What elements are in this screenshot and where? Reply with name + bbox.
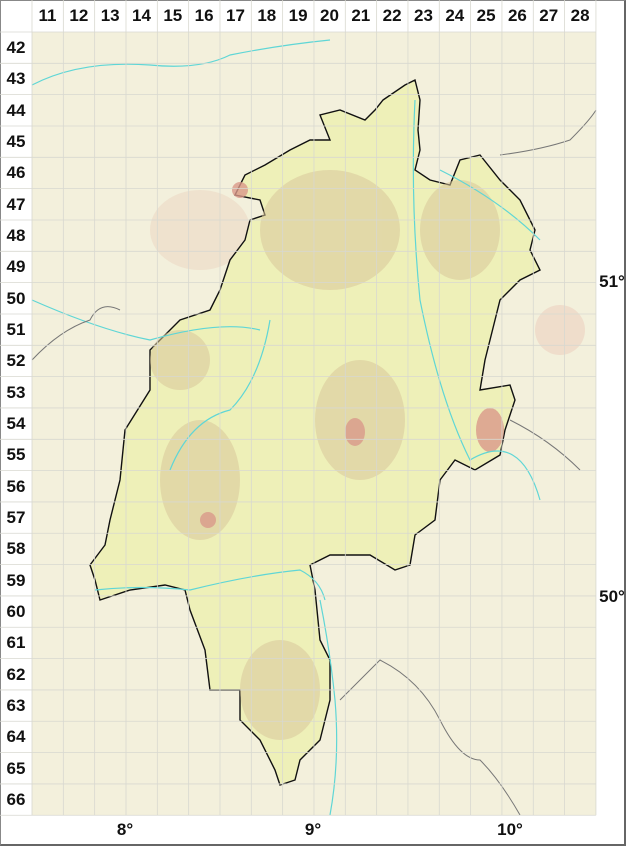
column-label: 24	[445, 6, 465, 25]
column-label: 16	[194, 6, 214, 25]
row-label: 61	[6, 633, 26, 653]
row-label: 45	[6, 131, 26, 151]
longitude-label: 8°	[116, 820, 134, 839]
row-label: 48	[6, 225, 26, 245]
column-label: 14	[132, 6, 151, 25]
row-label: 58	[6, 539, 26, 559]
row-label: 63	[6, 695, 26, 715]
column-label: 23	[413, 6, 433, 25]
row-label: 46	[6, 163, 26, 183]
row-label: 56	[6, 476, 26, 496]
longitude-label: 9°	[304, 820, 322, 839]
column-label: 26	[507, 6, 527, 25]
row-label: 60	[6, 601, 26, 621]
row-label: 57	[6, 507, 26, 527]
row-label: 43	[6, 69, 26, 89]
column-label: 22	[382, 6, 402, 25]
row-label: 62	[6, 664, 26, 684]
column-label: 28	[570, 6, 590, 25]
row-label: 66	[6, 789, 26, 809]
column-label: 21	[351, 6, 371, 25]
row-label: 64	[6, 727, 26, 747]
row-label: 53	[6, 382, 26, 402]
latitude-label: 50°	[599, 587, 625, 606]
rivers	[31, 39, 541, 816]
row-label: 49	[6, 257, 26, 277]
terrain-relief	[150, 190, 585, 355]
column-label: 17	[226, 6, 245, 25]
row-label: 51	[6, 319, 26, 339]
row-label: 52	[6, 351, 26, 371]
column-label: 11	[38, 6, 57, 25]
row-label: 50	[6, 288, 26, 308]
row-label: 59	[6, 570, 26, 590]
grid-lines	[0, 0, 597, 816]
column-label: 18	[257, 6, 277, 25]
row-label: 65	[6, 758, 26, 778]
column-label: 19	[288, 6, 308, 25]
longitude-label: 10°	[497, 820, 523, 839]
column-label: 15	[163, 6, 183, 25]
row-label: 44	[6, 100, 26, 120]
row-label: 55	[6, 445, 26, 465]
column-label: 25	[476, 6, 496, 25]
column-label: 12	[69, 6, 89, 25]
row-label: 42	[6, 38, 26, 57]
row-label: 54	[6, 413, 26, 433]
column-label: 27	[539, 6, 559, 25]
latitude-label: 51°	[599, 272, 625, 291]
column-label: 20	[320, 6, 339, 25]
row-label: 47	[6, 194, 26, 214]
column-label: 13	[100, 6, 120, 25]
